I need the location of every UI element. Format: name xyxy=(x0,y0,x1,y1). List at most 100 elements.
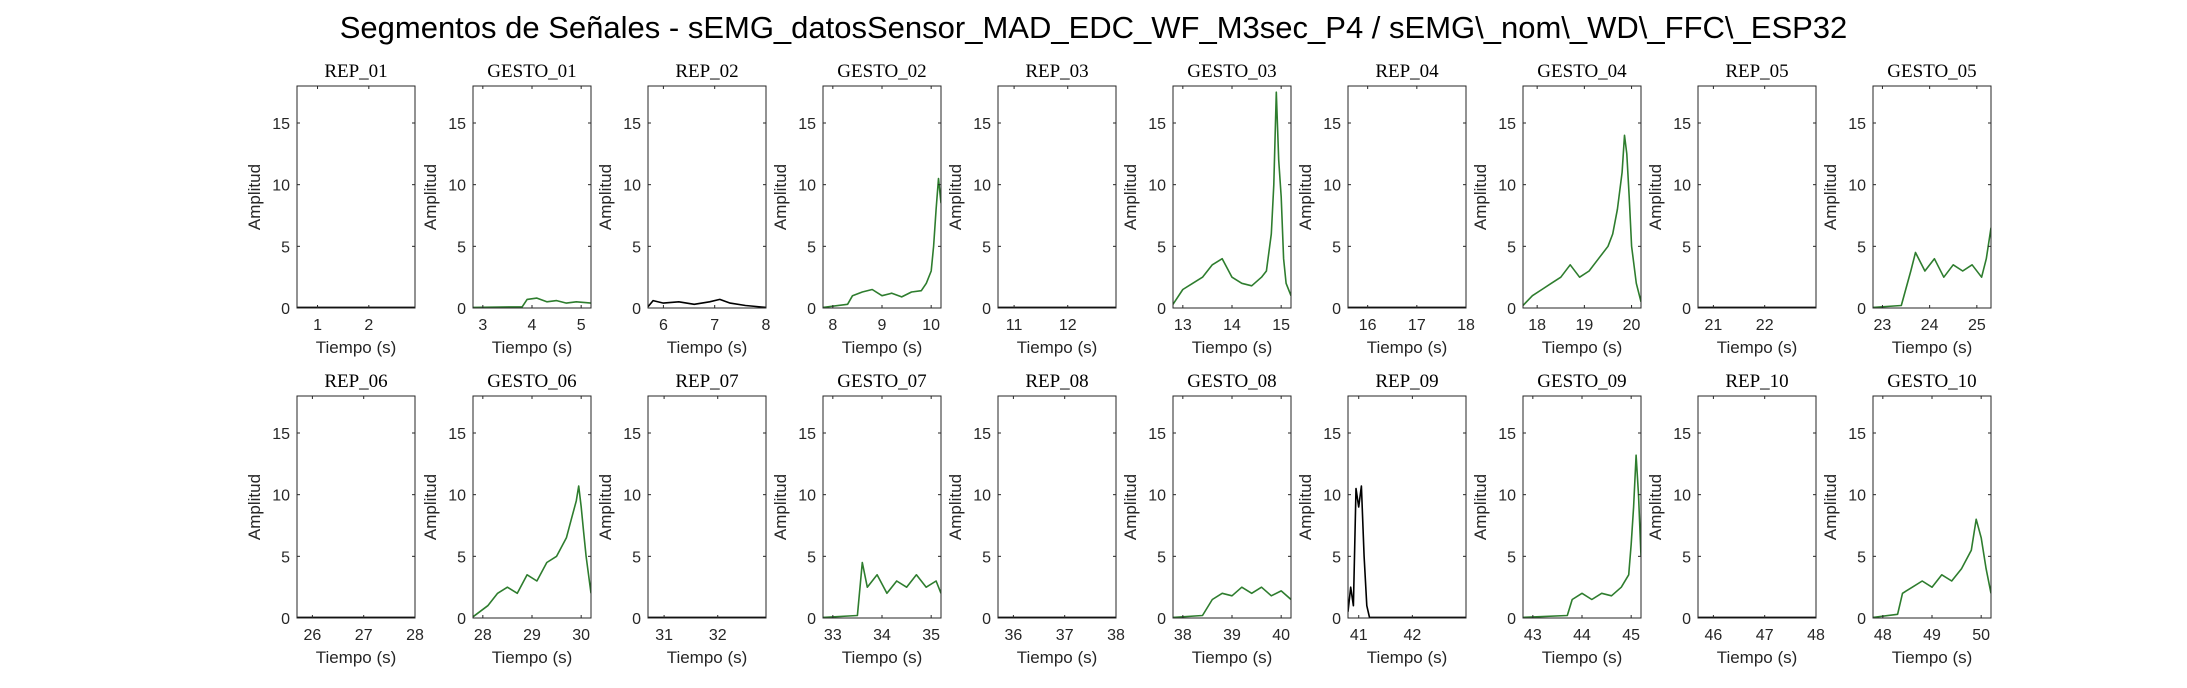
x-tick-label: 36 xyxy=(1004,627,1022,644)
y-tick-label: 5 xyxy=(807,549,816,566)
subplot-title: GESTO_08 xyxy=(1187,371,1276,392)
y-axis-label: Amplitud xyxy=(771,164,790,230)
y-axis-label: Amplitud xyxy=(245,474,264,540)
x-tick-label: 17 xyxy=(1408,317,1426,334)
y-tick-label: 10 xyxy=(1323,488,1341,505)
y-tick-label: 10 xyxy=(623,178,641,195)
y-axis-label: Amplitud xyxy=(1121,474,1140,540)
y-tick-label: 0 xyxy=(632,611,641,628)
series-line xyxy=(473,297,591,308)
y-tick-label: 15 xyxy=(1673,116,1691,133)
y-tick-label: 0 xyxy=(1157,611,1166,628)
x-tick-label: 44 xyxy=(1573,627,1591,644)
x-tick-label: 30 xyxy=(572,627,590,644)
x-tick-label: 47 xyxy=(1756,627,1774,644)
y-tick-label: 5 xyxy=(982,239,991,256)
subplot-title: GESTO_05 xyxy=(1887,61,1976,82)
series-line xyxy=(823,177,941,308)
x-axis-label: Tiempo (s) xyxy=(1542,338,1623,357)
y-tick-label: 5 xyxy=(1857,549,1866,566)
x-tick-label: 37 xyxy=(1056,627,1074,644)
subplot-gesto-04: 18 19 20 0 5 10 15 GESTO_04 Tiempo (s) Amplitud xyxy=(1471,61,1642,357)
y-tick-label: 10 xyxy=(1848,178,1866,195)
y-tick-label: 5 xyxy=(281,549,290,566)
y-tick-label: 5 xyxy=(1857,239,1866,256)
x-axis-label: Tiempo (s) xyxy=(316,338,397,357)
series-line xyxy=(1873,518,1991,618)
y-tick-label: 10 xyxy=(1323,178,1341,195)
x-tick-label: 43 xyxy=(1524,627,1542,644)
series-line xyxy=(1873,227,1991,308)
y-tick-label: 10 xyxy=(272,488,290,505)
subplot-title: REP_03 xyxy=(1025,61,1088,82)
y-tick-label: 0 xyxy=(982,301,991,318)
y-axis-label: Amplitud xyxy=(1296,164,1315,230)
x-axis-label: Tiempo (s) xyxy=(1367,648,1448,667)
subplot-rep-03: 11 12 0 5 10 15 REP_03 Tiempo (s) Amplitud xyxy=(946,61,1117,357)
x-tick-label: 49 xyxy=(1923,627,1941,644)
y-tick-label: 0 xyxy=(281,301,290,318)
axes-box xyxy=(472,395,592,619)
series-line xyxy=(1523,454,1641,618)
x-tick-label: 29 xyxy=(523,627,541,644)
x-tick-label: 4 xyxy=(528,317,537,334)
y-tick-label: 15 xyxy=(272,116,290,133)
series-line xyxy=(1173,91,1291,305)
y-tick-label: 5 xyxy=(982,549,991,566)
subplot-gesto-02: 8 9 10 0 5 10 15 GESTO_02 Tiempo (s) Amplitud xyxy=(771,61,942,357)
y-axis-label: Amplitud xyxy=(1471,164,1490,230)
y-tick-label: 5 xyxy=(1682,239,1691,256)
x-axis-label: Tiempo (s) xyxy=(667,338,748,357)
subplot-title: GESTO_06 xyxy=(487,371,576,392)
y-tick-label: 5 xyxy=(281,239,290,256)
subplot-title: REP_06 xyxy=(324,371,387,392)
y-tick-label: 15 xyxy=(1848,116,1866,133)
y-axis-label: Amplitud xyxy=(421,474,440,540)
x-tick-label: 22 xyxy=(1756,317,1774,334)
y-axis-label: Amplitud xyxy=(1121,164,1140,230)
subplot-rep-05: 21 22 0 5 10 15 REP_05 Tiempo (s) Amplitud xyxy=(1646,61,1817,357)
y-tick-label: 15 xyxy=(1498,116,1516,133)
y-tick-label: 15 xyxy=(1673,426,1691,443)
axes-box xyxy=(296,395,416,619)
x-tick-label: 13 xyxy=(1174,317,1192,334)
y-axis-label: Amplitud xyxy=(771,474,790,540)
y-tick-label: 15 xyxy=(1148,116,1166,133)
y-tick-label: 15 xyxy=(448,426,466,443)
y-tick-label: 0 xyxy=(982,611,991,628)
y-tick-label: 15 xyxy=(1323,116,1341,133)
x-axis-label: Tiempo (s) xyxy=(492,648,573,667)
y-axis-label: Amplitud xyxy=(245,164,264,230)
y-tick-label: 0 xyxy=(1682,611,1691,628)
x-tick-label: 38 xyxy=(1174,627,1192,644)
subplot-rep-01: 1 2 0 5 10 15 REP_01 Tiempo (s) Amplitud xyxy=(245,61,416,357)
axes-box xyxy=(472,85,592,309)
x-tick-label: 46 xyxy=(1704,627,1722,644)
y-tick-label: 0 xyxy=(457,611,466,628)
axes-box xyxy=(1872,395,1992,619)
axes-box xyxy=(1872,85,1992,309)
x-tick-label: 45 xyxy=(1622,627,1640,644)
x-tick-label: 9 xyxy=(878,317,887,334)
axes-box xyxy=(997,85,1117,309)
subplot-gesto-10: 48 49 50 0 5 10 15 GESTO_10 Tiempo (s) Amplitud xyxy=(1821,371,1992,667)
subplot-rep-08: 36 37 38 0 5 10 15 REP_08 Tiempo (s) Amplitud xyxy=(946,371,1125,667)
x-tick-label: 7 xyxy=(710,317,719,334)
x-tick-label: 23 xyxy=(1874,317,1892,334)
subplot-gesto-08: 38 39 40 0 5 10 15 GESTO_08 Tiempo (s) Amplitud xyxy=(1121,371,1292,667)
y-tick-label: 10 xyxy=(798,488,816,505)
x-axis-label: Tiempo (s) xyxy=(1717,338,1798,357)
axes-box xyxy=(997,395,1117,619)
series-line xyxy=(473,485,591,618)
axes-box xyxy=(1347,395,1467,619)
y-axis-label: Amplitud xyxy=(946,474,965,540)
subplot-title: GESTO_07 xyxy=(837,371,926,392)
x-axis-label: Tiempo (s) xyxy=(667,648,748,667)
subplot-title: REP_08 xyxy=(1025,371,1088,392)
subplot-title: GESTO_03 xyxy=(1187,61,1276,82)
x-tick-label: 2 xyxy=(364,317,373,334)
y-tick-label: 10 xyxy=(1673,488,1691,505)
x-tick-label: 33 xyxy=(824,627,842,644)
series-line xyxy=(648,298,766,308)
y-axis-label: Amplitud xyxy=(1821,164,1840,230)
